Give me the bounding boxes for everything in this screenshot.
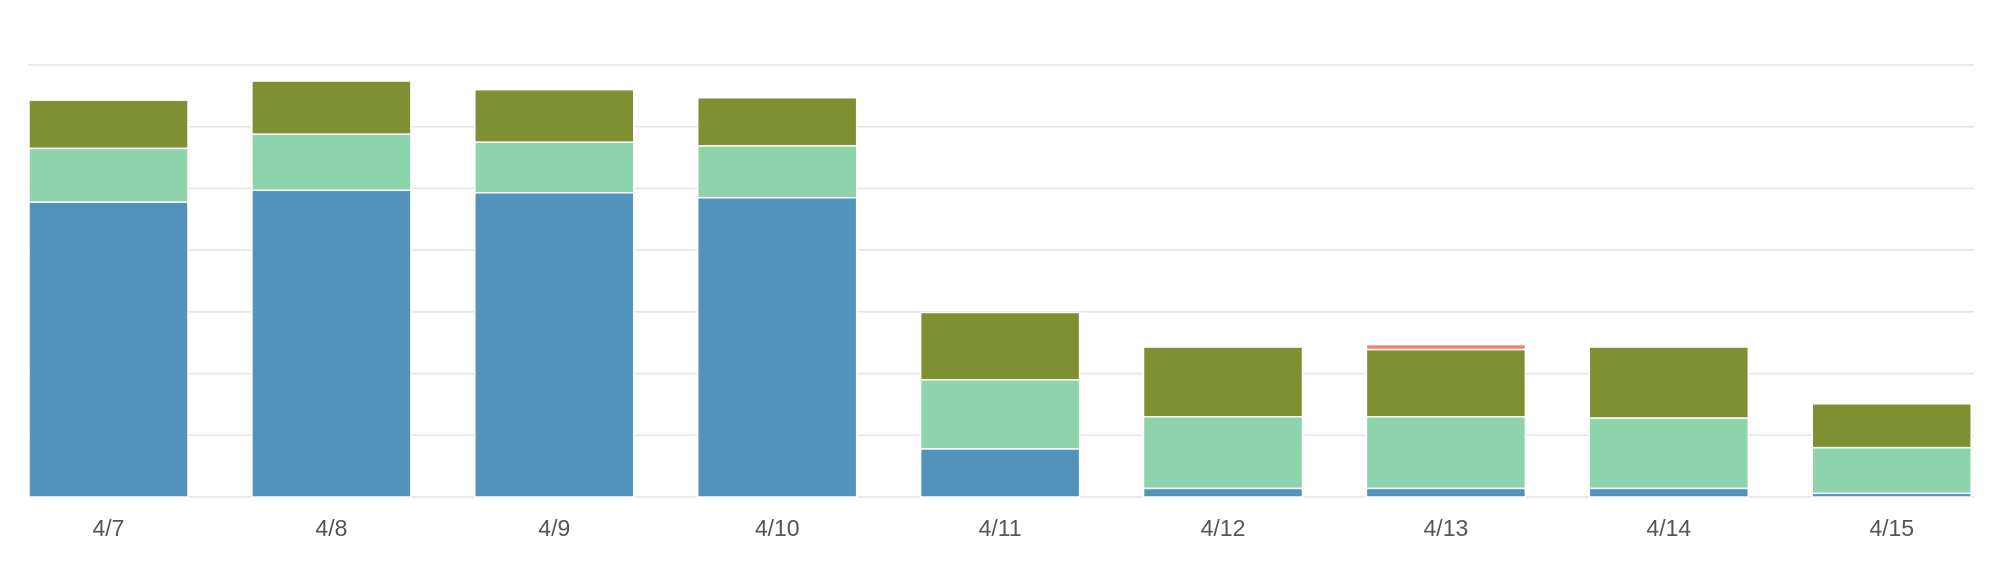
- bar-segment: [474, 191, 635, 498]
- bar-segment: [251, 189, 412, 498]
- bar-segment: [1365, 416, 1527, 490]
- bar-segment: [474, 88, 635, 143]
- bar-segment: [1142, 346, 1304, 418]
- bar-segment: [1588, 417, 1750, 490]
- bar-segment: [1588, 346, 1750, 419]
- bar-segment: [1365, 343, 1527, 351]
- x-tick-label: 4/9: [538, 515, 570, 541]
- bar-segment: [1142, 487, 1304, 498]
- bar-segment: [28, 99, 189, 150]
- bar-segment: [696, 196, 858, 498]
- bar-segment: [28, 147, 189, 203]
- bar-segment: [251, 133, 412, 192]
- bar-segment: [1142, 416, 1304, 490]
- x-tick-label: 4/13: [1424, 515, 1469, 541]
- bar-segment: [919, 378, 1081, 450]
- bar-segment: [1588, 487, 1750, 498]
- bar-segment: [696, 96, 858, 147]
- bar-segment: [1365, 487, 1527, 498]
- bar-segment: [251, 80, 412, 135]
- bar-segment: [1811, 446, 1972, 495]
- x-tick-label: 4/14: [1646, 515, 1691, 541]
- bar-segment: [919, 311, 1081, 381]
- bar-segment: [919, 448, 1081, 498]
- x-tick-label: 4/7: [93, 515, 125, 541]
- bar-segment: [474, 141, 635, 194]
- bar-segment: [1811, 403, 1972, 449]
- x-tick-label: 4/8: [315, 515, 347, 541]
- bar-segment: [1365, 348, 1527, 418]
- x-tick-label: 4/11: [979, 515, 1022, 541]
- x-tick-label: 4/15: [1869, 515, 1914, 541]
- x-tick-label: 4/10: [755, 515, 800, 541]
- bar-segment: [28, 201, 189, 498]
- x-tick-label: 4/12: [1201, 515, 1246, 541]
- bar-segment: [696, 145, 858, 199]
